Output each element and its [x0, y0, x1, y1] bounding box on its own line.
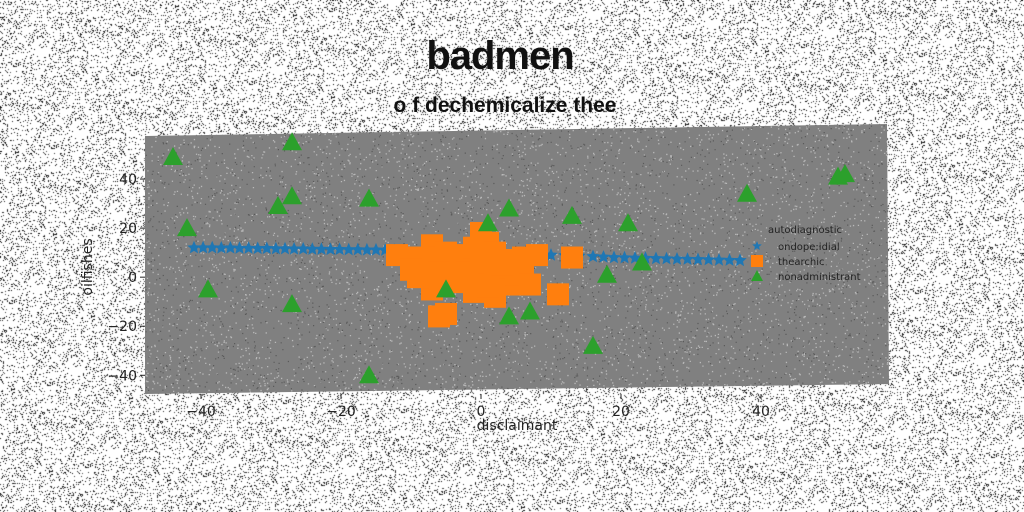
star-point — [351, 242, 365, 256]
x-tick-label: 0 — [477, 404, 486, 420]
triangle-point — [632, 252, 652, 271]
star-point — [269, 241, 283, 255]
star-point — [649, 251, 663, 265]
triangle-point — [436, 279, 456, 298]
star-point — [196, 240, 210, 254]
x-axis-label: disclaimant — [477, 418, 558, 434]
star-point — [659, 251, 674, 265]
legend-star-marker — [752, 241, 762, 250]
square-point — [435, 302, 457, 325]
legend-label: thearchic — [778, 257, 825, 268]
chart-title: badmen — [426, 34, 574, 78]
y-tick-label: 0 — [128, 270, 137, 286]
star-point — [638, 251, 653, 264]
triangle-point — [520, 301, 540, 320]
triangle-point — [359, 188, 379, 207]
legend: autodiagnostic ondope:idial thearchic nona… — [751, 225, 861, 283]
triangle-point — [835, 164, 855, 183]
triangle-point — [282, 294, 302, 313]
series-thearchic — [386, 222, 583, 328]
star-point — [187, 240, 201, 254]
legend-label: ondope:idial — [778, 242, 840, 253]
axes: −40 −20 0 20 40 −40 −20 0 20 40 — [107, 172, 769, 420]
triangle-point — [583, 335, 603, 354]
square-point — [512, 246, 534, 269]
y-tick-label: 20 — [119, 221, 137, 237]
star-point — [722, 253, 737, 266]
chart-marks — [163, 132, 855, 384]
star-point — [214, 241, 228, 254]
star-point — [670, 252, 684, 265]
triangle-point — [359, 365, 379, 384]
triangle-point — [737, 183, 757, 202]
series-ondope-idial — [187, 240, 747, 267]
triangle-point — [499, 198, 519, 217]
legend-square-marker — [751, 255, 763, 267]
star-point — [369, 242, 383, 256]
star-point — [733, 253, 747, 267]
triangle-point — [268, 196, 288, 215]
triangle-point — [163, 146, 183, 165]
x-tick-label: 20 — [612, 404, 630, 420]
star-point — [332, 242, 347, 256]
legend-triangle-marker — [751, 270, 763, 281]
star-point — [701, 252, 716, 266]
star-point — [314, 242, 329, 255]
star-point — [323, 242, 338, 256]
triangle-point — [282, 132, 302, 151]
y-tick-label: −20 — [107, 319, 137, 335]
triangle-point — [177, 218, 197, 237]
y-axis-label: oilfishes — [80, 238, 96, 295]
x-tick-label: −20 — [326, 404, 356, 420]
triangle-point — [618, 213, 638, 232]
x-tick-label: −40 — [186, 404, 216, 420]
plot-speckle-dark — [145, 124, 889, 394]
triangle-point — [478, 213, 498, 232]
square-point — [547, 283, 569, 306]
y-tick-label: −40 — [107, 368, 137, 384]
star-point — [241, 241, 256, 254]
square-point — [561, 246, 583, 269]
star-point — [205, 240, 219, 254]
chart-subtitle: o f dechemicalize thee — [393, 94, 617, 117]
star-point — [617, 250, 632, 264]
star-point — [680, 252, 695, 265]
square-point — [400, 258, 422, 281]
triangle-point — [198, 279, 218, 298]
star-point — [232, 241, 247, 254]
square-point — [519, 273, 541, 296]
series-nonadministrant — [163, 132, 855, 384]
square-point — [477, 275, 499, 298]
star-point — [296, 242, 310, 255]
y-tick-label: 40 — [119, 172, 137, 188]
triangle-point — [282, 186, 302, 205]
plot-noise — [145, 124, 889, 394]
star-point — [251, 241, 265, 255]
legend-label: nonadministrant — [778, 272, 861, 283]
triangle-point — [499, 306, 519, 325]
star-point — [586, 249, 600, 263]
star-point — [360, 242, 374, 256]
star-point — [287, 242, 301, 255]
star-point — [260, 241, 274, 255]
star-point — [278, 241, 292, 255]
x-tick-label: 40 — [752, 404, 770, 420]
legend-title: autodiagnostic — [768, 225, 842, 236]
star-point — [596, 250, 611, 263]
square-point — [484, 241, 506, 264]
star-point — [691, 252, 705, 266]
star-point — [342, 242, 356, 256]
star-point — [607, 250, 621, 264]
star-point — [305, 242, 319, 255]
star-point — [712, 253, 726, 266]
triangle-point — [562, 205, 582, 224]
triangle-point — [597, 264, 617, 283]
star-point — [223, 241, 238, 254]
